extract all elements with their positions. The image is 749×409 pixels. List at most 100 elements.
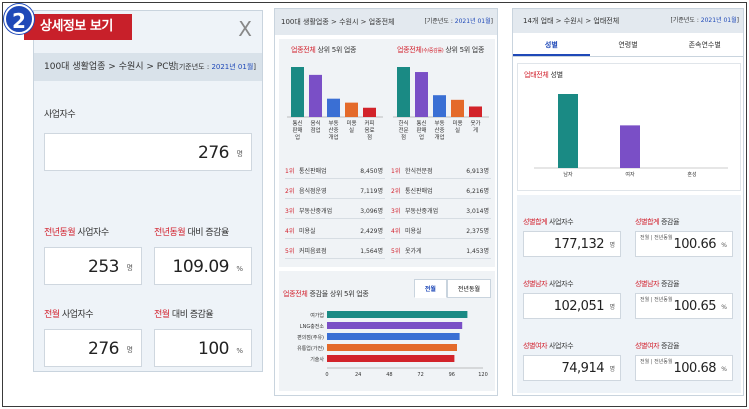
- gender-stats: 성별합계 사업자수 177,132 명 성별합계 증감율 전월 | 전년동월 100.66…: [517, 195, 741, 393]
- growth-bar-4: [327, 344, 457, 351]
- rank-row: 3위 부동산중개업 3,096명: [285, 201, 385, 219]
- breadcrumb-text: 100대 생활업종 > 수원시 > 업종전체: [281, 18, 395, 26]
- prev-year-count-label: 전년동월 사업자수: [44, 228, 109, 238]
- rank-name: 통신판매업: [405, 188, 433, 195]
- growth-xtick-0: 0: [325, 372, 328, 378]
- left-top5-bar-4: [345, 102, 358, 117]
- left-top5-xlabel-4: 미용: [346, 119, 356, 127]
- left-top5-xlabel-1: 통신: [292, 119, 302, 127]
- right-top5-xlabel-2: 판매: [416, 126, 426, 134]
- tab-duration[interactable]: 존속연수별: [688, 41, 721, 49]
- stat-count-label: 성별여자 사업자수: [523, 342, 574, 350]
- gender-bar-2: [620, 125, 640, 168]
- businesses-value: 276: [198, 143, 229, 163]
- right-top5-bar-3: [433, 95, 446, 117]
- dialog-title: 상세정보 보기: [24, 14, 132, 40]
- business-type-panel: 14개 업태 > 수원시 > 업태전체 [기준년도 : 2021년 01월] 성…: [512, 8, 744, 396]
- right-top5-xlabel-1: 전문: [398, 126, 408, 134]
- left-top5-xlabel-3: 개업: [328, 133, 338, 141]
- tab-age[interactable]: 연령별: [618, 41, 638, 49]
- stat-count-label: 성별남자 사업자수: [523, 280, 574, 288]
- rank-row: 3위 부동산중개업 3,014명: [391, 201, 491, 219]
- rank-number: 4위: [391, 228, 401, 235]
- growth-top5-section: 업종전체 증감율 상위 5위 업종 전월 전년동월 여가업 LNG충전소 편의점(주…: [279, 271, 495, 391]
- stat-rate-label: 성별남자 증감율: [635, 280, 680, 288]
- gender-bar-1: [558, 94, 578, 168]
- rank-name: 부동산중개업: [405, 208, 439, 215]
- breadcrumb-text: 100대 생활업종 > 수원시 > PC방: [44, 62, 177, 72]
- close-icon[interactable]: X: [238, 17, 252, 41]
- prev-year-count-box: 253 명: [44, 247, 142, 285]
- rank-number: 3위: [285, 208, 295, 215]
- prev-month-count-label: 전월 사업자수: [44, 310, 94, 320]
- gender-chart-box: 업태전체 성별 남자 여자 혼성: [517, 63, 741, 191]
- prev-month-count-box: 276 명: [44, 329, 142, 367]
- stat-rate-box: 전월 | 전년동월 100.68%: [635, 355, 733, 381]
- rank-row: 1위 한식전문점 6,913명: [391, 161, 491, 179]
- right-top5-title: 업종전체(수/증감률) 상위 5위 업종: [397, 46, 485, 54]
- right-top5-xlabel-1: 한식: [398, 119, 408, 127]
- reference-date: [기준년도 : 2021년 01월]: [670, 17, 739, 24]
- right-top5-xlabel-1: 점: [401, 134, 406, 141]
- gender-chart-title: 업태전체 성별: [524, 71, 563, 79]
- tab-prev-month[interactable]: 전월: [413, 279, 447, 298]
- left-top5-bar-2: [309, 74, 322, 117]
- rank-name: 커피음료점: [299, 248, 327, 255]
- left-top5-xlabel-5: 음료: [364, 127, 374, 134]
- rank-value: 8,450명: [360, 168, 383, 175]
- growth-ylabel-1: 여가업: [310, 312, 324, 319]
- growth-ylabel-2: LNG충전소: [300, 323, 325, 330]
- right-top5-xlabel-4: 실: [455, 126, 460, 134]
- rank-row: 4위 미용실 2,375명: [391, 221, 491, 239]
- rank-name: 음식점운영: [299, 188, 327, 195]
- breadcrumb: 100대 생활업종 > 수원시 > 업종전체 [기준년도 : 2021년 01월…: [275, 9, 497, 35]
- rank-value: 1,564명: [360, 248, 383, 255]
- prev-month-rate-label: 전월 대비 증감율: [154, 310, 214, 320]
- left-top5-xlabel-2: 점업: [310, 126, 320, 134]
- rank-row: 5위 커피음료점 1,564명: [285, 241, 385, 259]
- left-top5-title: 업종전체 상위 5위 업종: [291, 46, 357, 54]
- right-top5-xlabel-2: 통신: [416, 119, 426, 127]
- prev-year-count-value: 253: [88, 257, 119, 277]
- stat-rate-label: 성별합계 증감율: [635, 218, 680, 226]
- rank-number: 1위: [285, 168, 295, 175]
- rank-number: 4위: [285, 228, 295, 235]
- breakdown-tabs: 성별 연령별 존속연수별: [513, 33, 743, 57]
- reference-date: [기준년도 : 2021년 01월]: [424, 18, 493, 25]
- businesses-label: 사업자수: [44, 110, 76, 120]
- rank-value: 2,429명: [360, 228, 383, 235]
- left-top5-xlabel-5: 커피: [364, 119, 374, 127]
- rank-number: 1위: [391, 168, 401, 175]
- rank-value: 6,913명: [466, 168, 489, 175]
- rank-value: 1,453명: [466, 248, 489, 255]
- left-top5-xlabel-4: 실: [349, 126, 354, 134]
- tab-prev-year[interactable]: 전년동월: [446, 279, 491, 298]
- gender-xlabel-3: 혼성: [687, 171, 696, 178]
- rank-name: 한식전문점: [405, 168, 433, 175]
- rank-row: 2위 통신판매업 6,216명: [391, 181, 491, 199]
- stat-rate-label: 성별여자 증감율: [635, 342, 680, 350]
- left-top5-xlabel-1: 판매: [292, 126, 302, 134]
- rank-number: 5위: [285, 248, 295, 255]
- rank-name: 통신판매업: [299, 168, 327, 175]
- top5-section: 업종전체 상위 5위 업종 업종전체(수/증감률) 상위 5위 업종 통신 판매 업…: [279, 39, 495, 267]
- step-number-badge: 2: [4, 4, 34, 34]
- gender-xlabel-1: 남자: [563, 171, 573, 178]
- right-top5-chart: 한식전문점 통신판매업 부동산중개업 미용실 옷가게: [393, 67, 489, 141]
- right-top5-bar-2: [415, 72, 428, 117]
- left-top5-bar-3: [327, 98, 340, 117]
- rank-number: 2위: [391, 188, 401, 195]
- left-top5-xlabel-3: 산중: [328, 126, 338, 134]
- left-rank-list: 1위 통신판매업 8,450명 2위 음식점운영 7,119명 3위 부동산중개업 3,096명…: [285, 161, 385, 261]
- tab-gender[interactable]: 성별: [513, 33, 590, 56]
- right-top5-xlabel-4: 미용: [452, 119, 462, 127]
- right-top5-xlabel-3: 부동: [434, 120, 444, 127]
- stat-rate-box: 전월 | 전년동월 100.65%: [635, 293, 733, 319]
- prev-year-rate-box: 109.09 %: [154, 247, 252, 285]
- growth-bar-3: [327, 333, 460, 340]
- rank-row: 5위 옷가게 1,453명: [391, 241, 491, 259]
- growth-bar-5: [327, 355, 455, 362]
- breadcrumb-text: 14개 업태 > 수원시 > 업태전체: [523, 17, 620, 25]
